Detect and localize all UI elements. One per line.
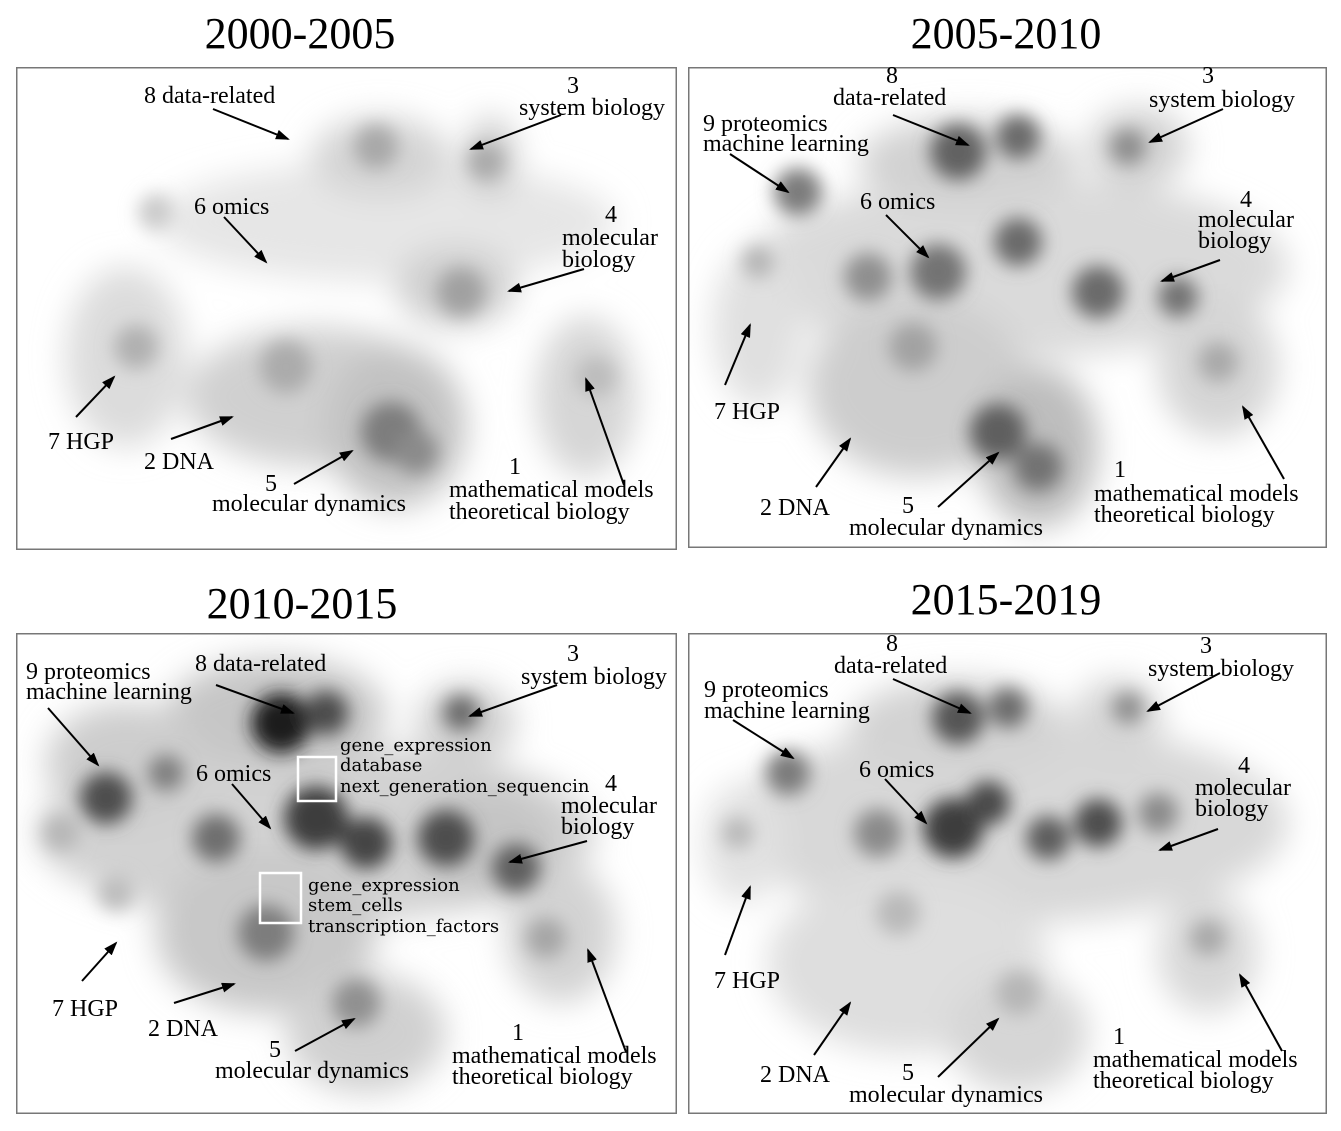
label-system-biology: system biology: [1149, 87, 1295, 113]
callout-2-line2: stem_cells: [308, 895, 403, 916]
label-omics: 6 omics: [194, 194, 269, 220]
label-molecular-dynamics-num: 5: [902, 493, 914, 519]
label-molecular-biology-num: 4: [605, 771, 617, 797]
label-math-models-num: 1: [1113, 1024, 1125, 1050]
label-molecular-dynamics: molecular dynamics: [849, 515, 1043, 541]
label-molecular-biology-line1: molecular: [561, 793, 657, 819]
label-system-biology-num: 3: [1200, 633, 1212, 659]
density-map-2010-2015: 9 proteomics machine learning 8 data-rel…: [16, 633, 677, 1114]
label-proteomics-line1: 9 proteomics: [703, 111, 828, 137]
callout-boxes: [258, 755, 338, 925]
label-molecular-biology-num: 4: [605, 202, 617, 228]
label-molecular-dynamics: molecular dynamics: [215, 1058, 409, 1084]
density-map-2005-2010: 8 data-related 3 system biology 9 proteo…: [688, 67, 1327, 548]
density-peaks: [114, 125, 616, 474]
label-molecular-biology-num: 4: [1240, 187, 1252, 213]
label-dna: 2 DNA: [760, 495, 831, 521]
label-molecular-dynamics-num: 5: [269, 1037, 281, 1063]
label-math-models-line2: theoretical biology: [1093, 1068, 1274, 1094]
label-hgp: 7 HGP: [48, 429, 114, 455]
label-molecular-biology-line1: molecular: [1195, 775, 1291, 801]
label-data-related: 8 data-related: [144, 83, 275, 109]
label-proteomics-line1: 9 proteomics: [704, 677, 829, 703]
label-system-biology-num: 3: [567, 73, 579, 99]
label-hgp: 7 HGP: [52, 996, 118, 1022]
label-molecular-dynamics-num: 5: [265, 471, 277, 497]
label-system-biology: system biology: [1148, 656, 1294, 682]
density-map-2015-2019: 8 data-related 3 system biology 9 proteo…: [688, 633, 1327, 1114]
label-dna: 2 DNA: [148, 1016, 219, 1042]
label-math-models-line1: mathematical models: [1094, 481, 1299, 507]
label-math-models-num: 1: [1114, 457, 1126, 483]
label-dna: 2 DNA: [144, 449, 215, 475]
label-molecular-biology-line2: biology: [561, 814, 634, 840]
label-system-biology: system biology: [519, 95, 665, 121]
label-math-models-num: 1: [512, 1020, 524, 1046]
callout-box-2: [258, 871, 303, 925]
label-molecular-dynamics: molecular dynamics: [849, 1082, 1043, 1108]
label-data-related: data-related: [834, 653, 947, 679]
callout-1-line1: gene_expression: [340, 735, 492, 756]
label-omics: 6 omics: [196, 761, 271, 787]
callout-2-line3: transcription_factors: [308, 916, 499, 937]
label-math-models-line1: mathematical models: [449, 477, 654, 503]
arrows: [47, 684, 627, 1053]
label-proteomics-line2: machine learning: [704, 698, 870, 724]
label-math-models-line2: theoretical biology: [452, 1064, 633, 1090]
label-proteomics-line2: machine learning: [703, 131, 869, 157]
label-dna: 2 DNA: [760, 1062, 831, 1088]
label-math-models-line2: theoretical biology: [449, 499, 630, 525]
label-math-models-line1: mathematical models: [452, 1043, 657, 1069]
arrows: [75, 108, 625, 486]
label-molecular-biology-line2: biology: [562, 247, 635, 273]
callout-2-line1: gene_expression: [308, 875, 460, 896]
label-data-related-num: 8: [886, 633, 898, 657]
label-molecular-biology-line1: molecular: [562, 225, 658, 251]
panel-title-2015-2019: 2015-2019: [910, 575, 1102, 624]
label-molecular-biology-line2: biology: [1198, 228, 1271, 254]
label-molecular-biology-line2: biology: [1195, 796, 1268, 822]
label-molecular-dynamics: molecular dynamics: [212, 491, 406, 517]
label-math-models-num: 1: [509, 454, 521, 480]
panel-title-2000-2005: 2000-2005: [204, 9, 396, 58]
label-omics: 6 omics: [860, 189, 935, 215]
label-math-models-line2: theoretical biology: [1094, 502, 1275, 528]
label-proteomics-line1: 9 proteomics: [26, 659, 151, 685]
callout-box-1: [296, 755, 338, 803]
callout-1-line3: next_generation_sequencin: [340, 776, 590, 797]
label-hgp: 7 HGP: [714, 968, 780, 994]
panel-title-2005-2010: 2005-2010: [910, 9, 1102, 58]
density-blobs: [66, 117, 636, 507]
density-map-2000-2005: 8 data-related 3 system biology 6 omics …: [16, 67, 677, 550]
arrows: [724, 672, 1283, 1078]
label-molecular-dynamics-num: 5: [902, 1060, 914, 1086]
label-molecular-biology-line1: molecular: [1198, 207, 1294, 233]
panel-title-2010-2015: 2010-2015: [206, 579, 398, 628]
label-system-biology: system biology: [521, 664, 667, 690]
density-peaks: [722, 688, 1226, 1015]
label-molecular-biology-num: 4: [1238, 753, 1250, 779]
label-math-models-line1: mathematical models: [1093, 1047, 1298, 1073]
label-system-biology-num: 3: [567, 641, 579, 667]
arrows: [724, 108, 1285, 508]
label-system-biology-num: 3: [1202, 67, 1214, 89]
label-data-related: 8 data-related: [195, 651, 326, 677]
label-data-related: data-related: [833, 85, 946, 111]
label-omics: 6 omics: [859, 757, 934, 783]
callout-1-line2: database: [340, 755, 422, 776]
label-hgp: 7 HGP: [714, 399, 780, 425]
label-proteomics-line2: machine learning: [26, 679, 192, 705]
label-data-related-num: 8: [886, 67, 898, 89]
